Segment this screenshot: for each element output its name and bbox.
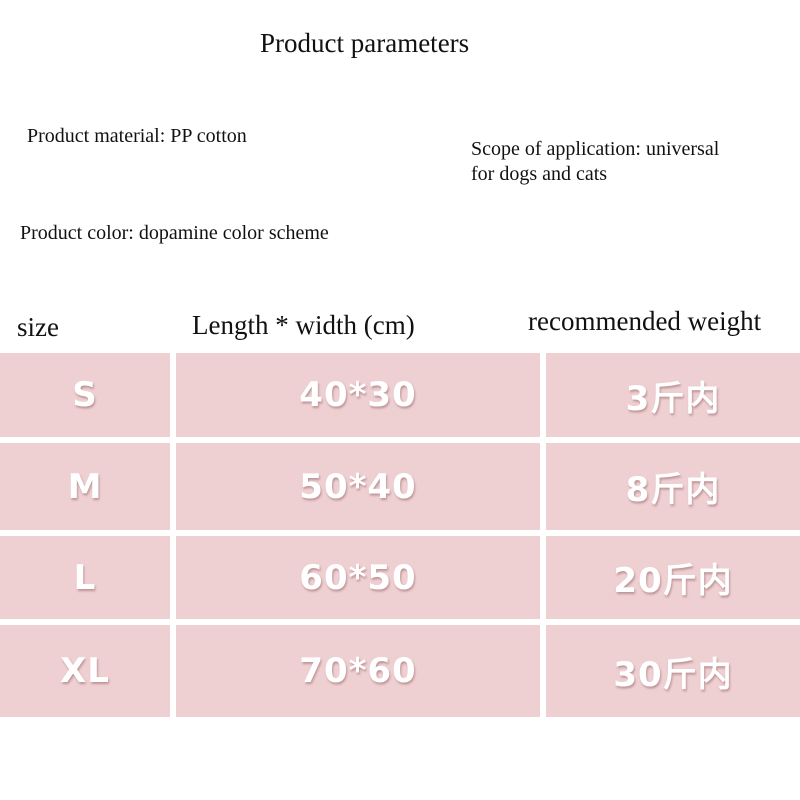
scope-text-2: for dogs and cats: [471, 163, 608, 185]
size-cell: S: [0, 353, 170, 437]
weight-cell: 8斤内: [546, 443, 800, 530]
scope-text-1: Scope of application: universal: [471, 138, 720, 160]
page-title: Product parameters: [260, 28, 470, 58]
size-cell: M: [0, 443, 170, 530]
header-weight: recommended weight: [528, 306, 762, 336]
color-text: Product color: dopamine color scheme: [20, 222, 329, 244]
dimension-cell: 40*30: [176, 353, 540, 437]
header-size: size: [17, 312, 59, 342]
header-dimensions: Length * width (cm): [192, 310, 415, 340]
material-text: Product material: PP cotton: [27, 125, 247, 147]
dimension-cell: 60*50: [176, 536, 540, 619]
weight-cell: 20斤内: [546, 536, 800, 619]
weight-cell: 3斤内: [546, 353, 800, 437]
size-cell: XL: [0, 625, 170, 717]
size-cell: L: [0, 536, 170, 619]
dimension-cell: 70*60: [176, 625, 540, 717]
dimension-cell: 50*40: [176, 443, 540, 530]
weight-cell: 30斤内: [546, 625, 800, 717]
